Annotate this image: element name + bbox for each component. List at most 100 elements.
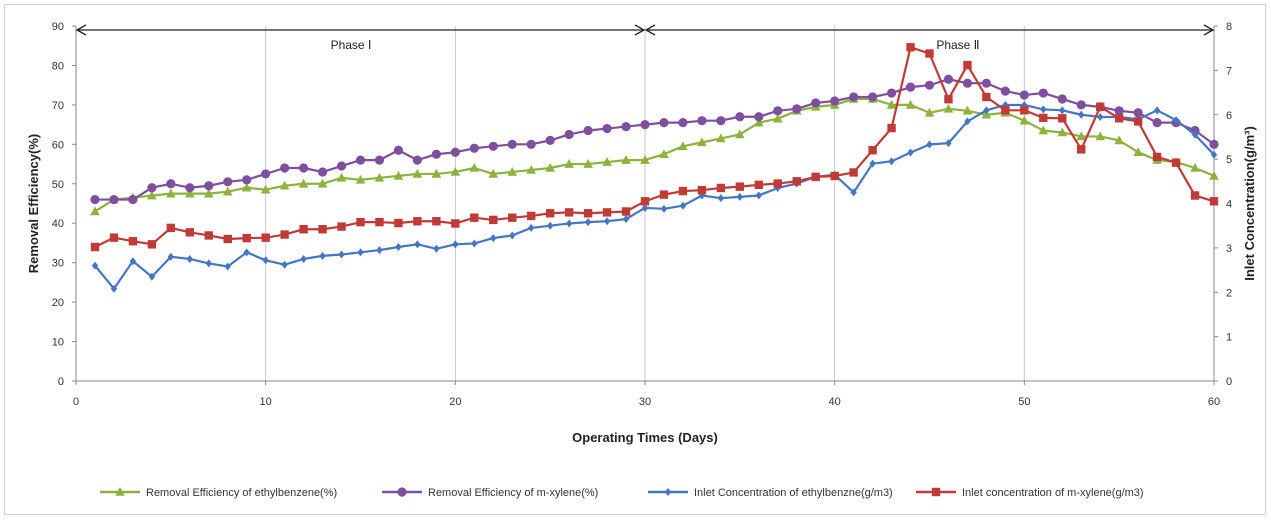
data-point — [1209, 170, 1219, 180]
data-point — [90, 194, 100, 205]
data-point — [243, 248, 250, 257]
data-point — [943, 103, 954, 113]
phase-arrow-head — [75, 24, 87, 36]
y2-tick-label: 4 — [1226, 199, 1232, 211]
data-point — [147, 183, 157, 193]
data-point — [298, 178, 309, 188]
data-point — [964, 117, 971, 126]
data-point — [260, 184, 271, 194]
data-point — [1000, 86, 1010, 96]
data-point — [982, 92, 991, 102]
data-point — [659, 118, 669, 128]
data-point — [924, 80, 935, 90]
data-point — [166, 188, 176, 198]
data-point — [395, 242, 402, 251]
data-point — [317, 178, 328, 188]
y-tick-label: 60 — [52, 139, 64, 151]
data-point — [716, 183, 726, 193]
y-tick-label: 0 — [58, 376, 64, 388]
data-point — [507, 166, 518, 176]
data-point — [774, 183, 781, 192]
data-point — [375, 217, 384, 227]
data-point — [697, 185, 707, 195]
data-point — [128, 237, 138, 246]
data-point — [432, 217, 441, 226]
data-point — [716, 116, 726, 126]
data-point — [945, 139, 952, 148]
data-point — [754, 112, 764, 122]
y2-tick-label: 2 — [1226, 287, 1232, 299]
data-point — [452, 240, 459, 249]
data-point — [393, 145, 404, 155]
data-point — [925, 49, 934, 58]
x-tick-label: 30 — [639, 396, 651, 408]
y-tick-label: 40 — [52, 218, 64, 230]
data-point — [299, 163, 309, 173]
data-point — [603, 217, 611, 226]
y2-axis-title: Inlet Concentration(g/m³) — [1242, 126, 1257, 281]
data-point — [242, 175, 252, 185]
data-point — [488, 141, 498, 151]
data-point — [640, 120, 650, 130]
data-point — [943, 74, 954, 84]
x-tick-label: 40 — [829, 396, 841, 408]
data-point — [241, 182, 252, 192]
data-point — [412, 168, 423, 178]
data-point — [203, 188, 214, 198]
data-point — [735, 112, 745, 122]
data-point — [374, 172, 385, 182]
phase-label: Phase Ⅰ — [331, 38, 372, 52]
data-point — [318, 225, 327, 234]
data-point — [1209, 139, 1219, 149]
data-point — [1095, 131, 1105, 141]
data-point — [545, 209, 555, 218]
data-point — [849, 168, 858, 177]
legend-marker — [397, 487, 407, 497]
data-point — [336, 161, 347, 171]
data-point — [1078, 110, 1085, 119]
data-point — [906, 43, 915, 52]
data-point — [545, 135, 555, 145]
data-point — [887, 123, 896, 133]
data-point — [811, 172, 820, 182]
legend-marker — [115, 487, 125, 496]
data-point — [697, 116, 707, 126]
data-point — [772, 113, 783, 123]
x-tick-label: 20 — [449, 396, 461, 408]
data-point — [280, 230, 289, 239]
data-point — [1057, 94, 1067, 104]
data-point — [1114, 106, 1124, 116]
data-point — [584, 218, 592, 227]
data-point — [886, 88, 897, 98]
data-point — [1171, 158, 1181, 167]
data-point — [583, 209, 593, 218]
data-point — [394, 218, 403, 228]
data-point — [433, 244, 440, 253]
x-axis-title: Operating Times (Days) — [572, 430, 718, 445]
data-point — [110, 284, 118, 293]
x-tick-label: 0 — [73, 396, 79, 408]
data-point — [1133, 108, 1143, 118]
data-point — [755, 191, 762, 200]
data-point — [1058, 114, 1067, 123]
data-point — [204, 181, 214, 191]
data-point — [527, 211, 536, 221]
data-point — [773, 179, 782, 188]
series-3 — [91, 100, 1218, 293]
data-point — [660, 204, 668, 213]
legend-item: Removal Efficiency of ethylbenzene(%) — [100, 487, 337, 499]
data-point — [735, 129, 745, 139]
legend-marker — [664, 488, 672, 496]
data-point — [564, 159, 574, 168]
y-tick-label: 20 — [52, 297, 64, 309]
data-point — [622, 215, 630, 224]
data-point — [222, 186, 233, 196]
data-point — [413, 217, 422, 226]
data-point — [1019, 115, 1030, 125]
data-point — [431, 168, 442, 178]
data-point — [224, 262, 231, 271]
data-point — [414, 240, 421, 249]
data-point — [299, 225, 308, 234]
data-point — [850, 188, 857, 197]
data-point — [90, 206, 100, 216]
